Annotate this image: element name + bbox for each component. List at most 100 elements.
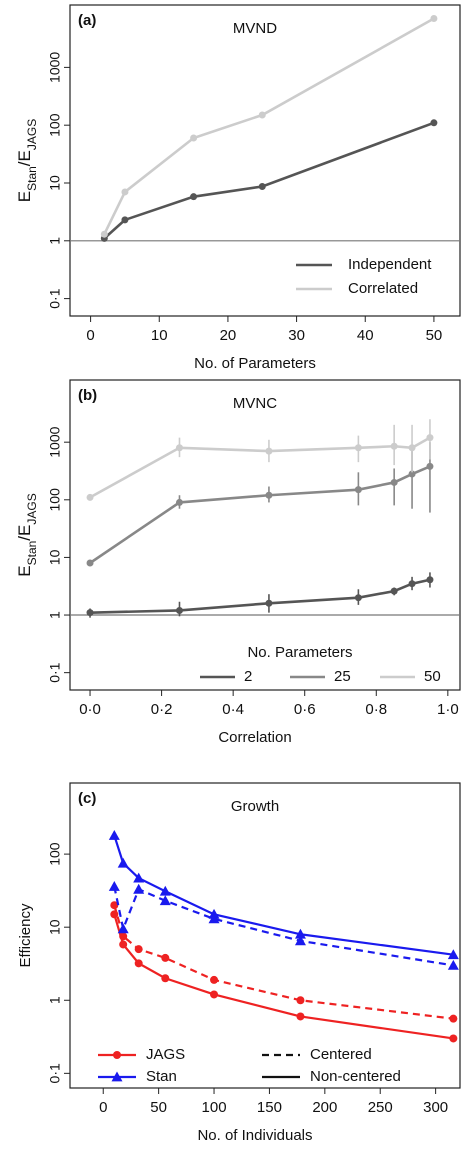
x-tick-label: 0·0	[79, 701, 101, 718]
x-axis-label: No. of Parameters	[194, 355, 316, 372]
marker	[426, 462, 434, 470]
plot-frame	[69, 379, 461, 691]
y-tick-label: 1000	[47, 426, 63, 457]
marker	[390, 442, 398, 450]
marker	[86, 493, 94, 501]
marker	[134, 945, 143, 954]
y-axis-label: EStan/EJAGS	[15, 493, 39, 576]
marker	[113, 1051, 121, 1059]
marker	[430, 15, 438, 23]
marker	[449, 1034, 458, 1043]
y-tick-label: 0·1	[47, 288, 63, 308]
x-tick-label: 0·6	[294, 701, 316, 718]
y-tick-label: 1	[47, 996, 63, 1004]
marker	[133, 883, 145, 894]
plot-frame	[69, 4, 461, 317]
y-axis-label-part: /E	[15, 525, 34, 541]
x-tick-label: 0·8	[365, 701, 387, 718]
y-axis-label-part: JAGS	[25, 493, 39, 524]
y-tick-label: 100	[47, 113, 63, 137]
y-axis-label-part: E	[15, 565, 34, 576]
series-line	[113, 904, 454, 1020]
marker	[294, 928, 306, 939]
series-line	[103, 17, 435, 235]
x-tick-label: 0·2	[151, 701, 173, 718]
marker	[390, 478, 398, 486]
marker	[117, 857, 129, 868]
x-tick-label: 250	[368, 1099, 393, 1116]
marker	[447, 959, 459, 970]
marker	[119, 940, 128, 949]
marker	[390, 587, 398, 595]
chart-title: MVND	[233, 20, 277, 37]
marker	[133, 872, 145, 883]
y-tick-label: 10	[47, 549, 63, 565]
marker	[210, 990, 219, 999]
x-tick-label: 50	[426, 327, 443, 344]
panel-label: (a)	[78, 12, 96, 29]
legend-label: Non-centered	[310, 1068, 401, 1085]
marker	[117, 923, 129, 934]
marker	[121, 216, 129, 224]
series-line	[103, 121, 435, 240]
panel-label: (c)	[78, 790, 96, 807]
marker	[408, 580, 416, 588]
y-tick-label: 100	[47, 488, 63, 512]
marker	[408, 444, 416, 452]
x-tick-label: 0·4	[222, 701, 244, 718]
y-tick-label: 1	[47, 611, 63, 619]
legend-label: Correlated	[348, 280, 418, 297]
legend-label: JAGS	[146, 1046, 185, 1063]
marker	[190, 134, 198, 142]
marker	[86, 559, 94, 567]
y-axis-label-part: JAGS	[25, 119, 39, 150]
marker	[110, 910, 119, 919]
legend-label: Centered	[310, 1046, 372, 1063]
x-tick-label: 300	[423, 1099, 448, 1116]
chart-title: Growth	[231, 798, 279, 815]
y-tick-label: 1000	[47, 52, 63, 83]
x-tick-label: 1·0	[437, 701, 459, 718]
y-tick-label: 0·1	[47, 662, 63, 682]
x-axis-label: Correlation	[218, 729, 291, 746]
x-tick-label: 0	[99, 1099, 107, 1116]
marker	[265, 447, 273, 455]
marker	[447, 949, 459, 960]
marker	[354, 594, 362, 602]
y-tick-label: 10	[47, 919, 63, 935]
series-line	[89, 465, 431, 565]
y-axis-label-part: /E	[15, 150, 34, 166]
x-axis-label: No. of Individuals	[197, 1127, 312, 1144]
marker	[100, 230, 108, 238]
marker	[108, 829, 120, 840]
marker	[159, 885, 171, 896]
x-tick-label: 40	[357, 327, 374, 344]
marker	[134, 959, 143, 968]
legend-label: Independent	[348, 256, 432, 273]
marker	[161, 953, 170, 962]
marker	[110, 901, 119, 910]
y-tick-label: 100	[47, 842, 63, 866]
marker	[175, 498, 183, 506]
x-tick-label: 30	[288, 327, 305, 344]
marker	[159, 895, 171, 906]
plot-frame	[69, 782, 461, 1089]
marker	[296, 996, 305, 1005]
marker	[294, 935, 306, 946]
series-line	[90, 578, 431, 614]
x-tick-label: 0	[86, 327, 94, 344]
marker	[258, 182, 266, 190]
y-tick-label: 1	[47, 237, 63, 245]
marker	[190, 193, 198, 201]
x-tick-label: 20	[220, 327, 237, 344]
marker	[119, 932, 128, 941]
y-axis-label: EStan/EJAGS	[15, 119, 39, 202]
marker	[161, 974, 170, 983]
marker	[430, 119, 438, 127]
marker	[108, 881, 120, 891]
x-tick-label: 100	[202, 1099, 227, 1116]
y-axis-label: Efficiency	[17, 903, 34, 967]
marker	[265, 599, 273, 607]
x-tick-label: 10	[151, 327, 168, 344]
